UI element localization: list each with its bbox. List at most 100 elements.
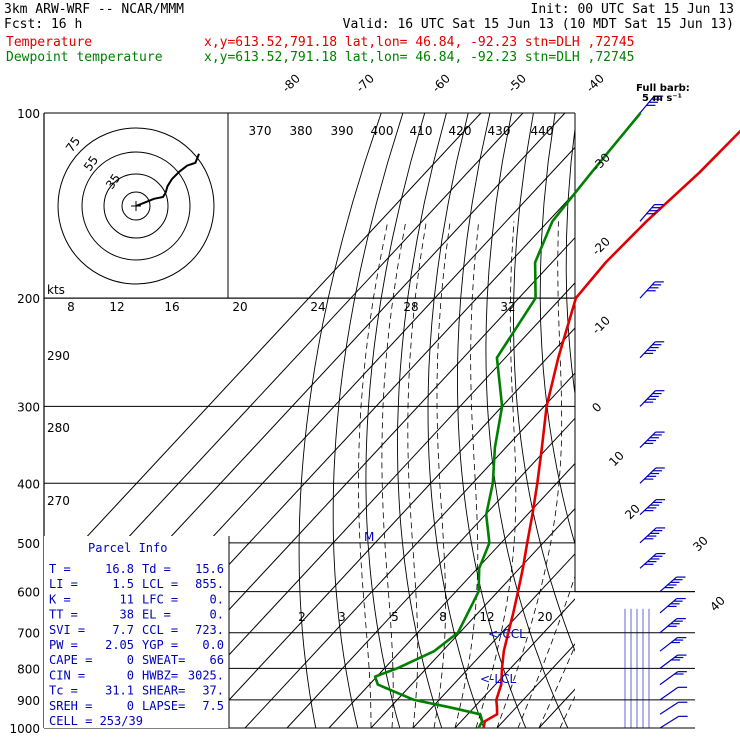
barb-legend-line1: Full barb: [636,83,690,94]
wind-barb-750 [659,637,687,652]
theta-label-440: 440 [531,124,554,138]
dry-adiabat-410 [729,113,740,728]
theta-label-380: 380 [290,124,313,138]
wind-barb-1000 [659,715,688,729]
barb-legend: Full barb: 5 m s⁻¹ [636,84,690,104]
ccl-marker: <-CCL [488,627,526,641]
dry-adiabat-280 [397,113,447,728]
theta-label-370: 370 [249,124,272,138]
pressure-label-100: 100 [17,107,40,121]
mixing-ratio-lower-8: 8 [439,610,447,624]
parcel-row-4-label1: SVI = [49,623,85,637]
pressure-label-500: 500 [17,537,40,551]
mixing-ratio-upper-24: 24 [310,300,325,314]
parcel-row-1-label1: LI = [49,577,78,591]
moist-adiabat-0 [407,221,427,728]
parcel-row-6-value2: 66 [210,653,224,667]
parcel-row-9-value2: 7.5 [202,699,224,713]
mixing-ratio-upper-28: 28 [403,300,418,314]
isotherm--40 [244,372,575,728]
moist-adiabat-15 [475,221,517,728]
lcl-marker: <-LCL [480,672,516,686]
model-title: 3km ARW-WRF -- NCAR/MMM [4,2,185,17]
parcel-row-0-value2: 15.6 [195,562,224,576]
barb-legend-line2: 5 m s⁻¹ [642,93,682,104]
parcel-row-2-value1: 11 [120,592,134,606]
parcel-row-6-value1: 0 [127,653,134,667]
moist-adiabat-10 [454,221,480,728]
wind-barb-900 [659,686,688,701]
parcel-info-title: Parcel Info [88,541,167,555]
pressure-label-600: 600 [17,586,40,600]
wind-barb-850 [659,671,687,686]
parcel-row-4-value2: 723. [195,623,224,637]
pressure-label-300: 300 [17,400,40,414]
theta-label-430: 430 [488,124,511,138]
dry-adiabat-340 [565,125,575,397]
moist-adiabat-35 [559,695,575,728]
dry-adiabat-260 [332,113,404,728]
wind-barb-250 [639,341,665,359]
parcel-row-7-value2: 3025. [188,668,224,682]
theta-left-label-270: 270 [47,494,70,508]
mixing-ratio-lower-12: 12 [479,610,494,624]
hodograph-trace [135,153,200,207]
theta-left-label-280: 280 [47,421,70,435]
parcel-row-8-value1: 31.1 [105,684,134,698]
theta-label-390: 390 [331,124,354,138]
parcel-row-0-label1: T = [49,562,71,576]
dry-adiabat-250 [298,113,382,728]
wind-barb-200 [639,281,664,299]
pressure-label-200: 200 [17,292,40,306]
dewpoint-trace [373,112,642,729]
isotherm-label--20: -20 [589,234,613,258]
mixing-ratio-lower-20: 20 [537,610,552,624]
mixing-ratio-lower-2: 2 [298,610,306,624]
isotherm--20 [328,462,575,728]
dry-adiabat-320 [513,113,575,653]
parcel-row-2-value2: 0. [210,592,224,606]
theta-label-410: 410 [410,124,433,138]
barb-staff [659,701,679,715]
wind-barb-800 [659,654,687,669]
parcel-row-5-value1: 2.05 [105,638,134,652]
isotherm-label--70: -70 [353,71,377,95]
parcel-row-1-label2: LCL = [142,577,178,591]
parcel-row-6-label1: CAPE = [49,653,92,667]
hodo-ring-label-55: 55 [81,153,101,174]
isotherm-label--40: -40 [583,71,607,95]
isotherm-label-10: 10 [606,448,627,469]
parcel-row-7-value1: 0 [127,668,134,682]
hodo-ring-label-35: 35 [103,171,123,192]
parcel-row-3-label2: EL = [142,608,171,622]
theta-left-label-290: 290 [47,349,70,363]
grid-lines [44,113,740,728]
wind-barb-600 [659,576,686,593]
dry-adiabat-330 [539,113,575,546]
dewpoint-legend: Dewpoint temperature [6,50,163,65]
parcel-cell: CELL = 253/39 [49,714,143,728]
wind-barb-100 [639,95,664,114]
temperature-trace [482,129,740,729]
parcel-row-1-value2: 855. [195,577,224,591]
isotherm-50 [623,113,740,728]
mixing-ratio-upper-12: 12 [109,300,124,314]
moist-adiabat-30 [538,645,575,728]
dry-adiabat-300 [457,113,527,728]
parcel-row-8-value2: 37. [202,684,224,698]
hodo-units: kts [47,283,65,297]
parcel-row-1-value1: 1.5 [112,577,134,591]
isotherm-label-0: 0 [589,400,604,415]
theta-label-400: 400 [371,124,394,138]
isotherm-0 [412,553,575,728]
hodo-ring-inner [121,191,151,221]
parcel-row-2-label2: LFC = [142,592,178,606]
moist-adiabat-40 [581,221,740,728]
wind-barb-550 [639,553,666,569]
parcel-row-0-label2: Td = [142,562,171,576]
isotherm-label--50: -50 [505,71,529,95]
wind-barb-350 [639,431,665,449]
wind-barb-650 [659,597,686,614]
isotherm-10 [454,598,575,728]
